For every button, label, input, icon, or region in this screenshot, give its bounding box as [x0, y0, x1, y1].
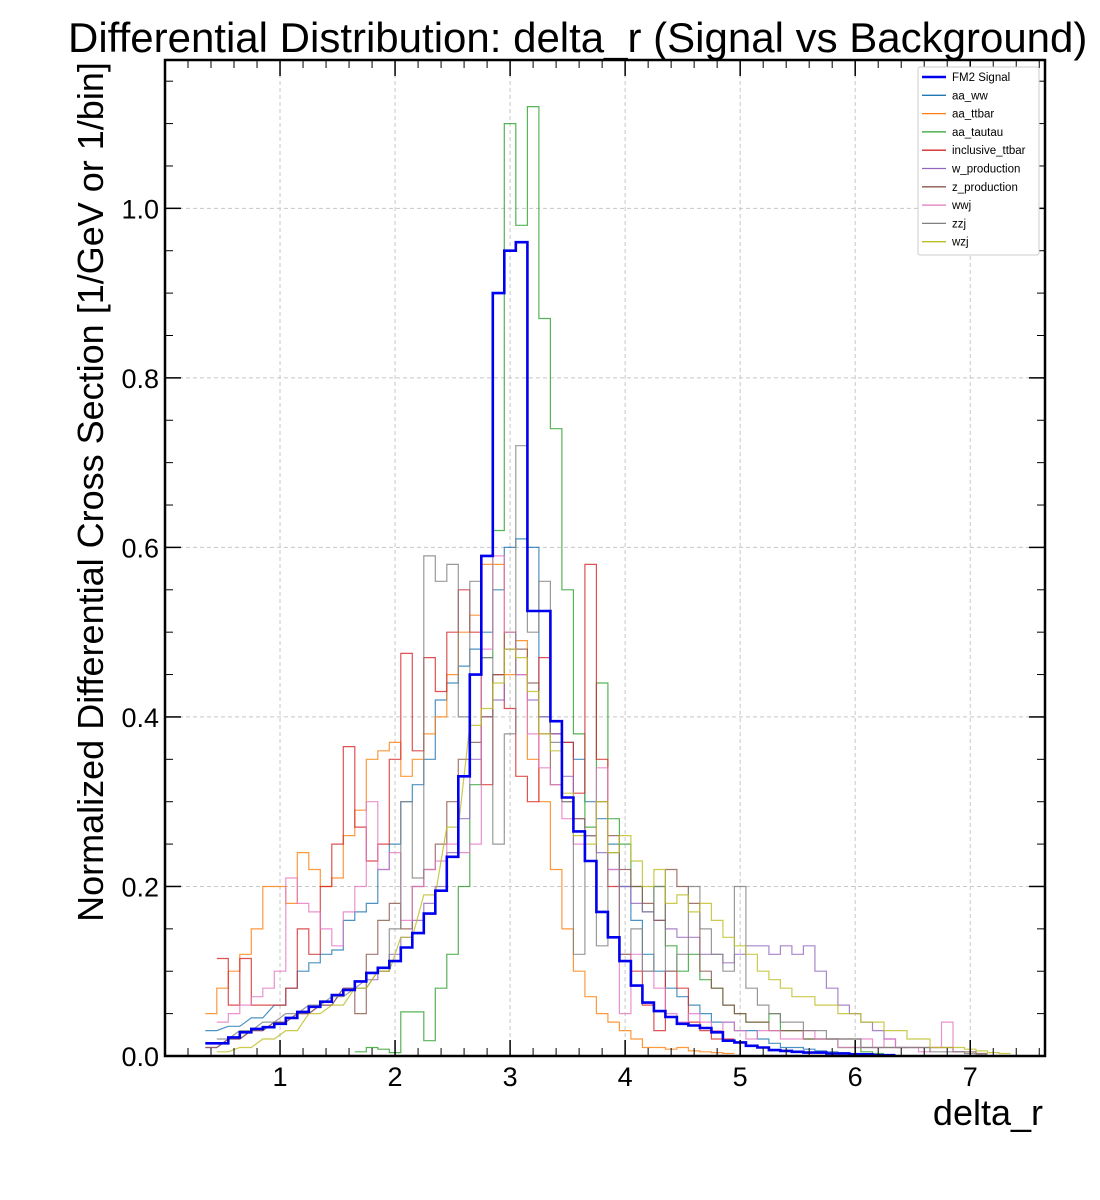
x-tick-label: 2 — [388, 1062, 403, 1092]
series-line-fm2-signal — [205, 240, 896, 1057]
series-line-wzj — [216, 648, 1011, 1055]
x-tick-label: 1 — [273, 1062, 288, 1092]
legend-label-wzj: wzj — [951, 237, 969, 249]
ticks — [165, 60, 1045, 1057]
y-tick-label: 0.4 — [121, 703, 159, 733]
tick-labels: 1 2 3 4 5 6 7 0.0 0.2 0.4 0.6 0.8 1.0 — [121, 194, 977, 1092]
series-group — [205, 106, 1011, 1057]
x-tick-label: 3 — [503, 1062, 518, 1092]
legend: FM2 Signal aa_ww aa_ttbar aa_tautau inclusiv… — [917, 66, 1040, 256]
legend-label-inclusive-ttbar: inclusive_ttbar — [952, 145, 1026, 157]
plot-frame — [163, 58, 1047, 1058]
x-tick-label: 6 — [848, 1062, 863, 1092]
grid — [165, 60, 1045, 1056]
x-tick-label: 7 — [963, 1062, 978, 1092]
legend-label-fm2-signal: FM2 Signal — [952, 72, 1010, 84]
y-tick-label: 1.0 — [121, 194, 159, 224]
y-tick-label: 0.2 — [121, 872, 159, 902]
x-tick-label: 5 — [733, 1062, 748, 1092]
legend-label-w-production: w_production — [951, 164, 1020, 176]
legend-label-wwj: wwj — [951, 200, 971, 212]
legend-box — [917, 66, 1040, 256]
y-tick-label: 0.8 — [121, 364, 159, 394]
y-tick-label: 0.0 — [121, 1042, 159, 1072]
y-axis-label: Normalized Differential Cross Section [1… — [70, 62, 111, 922]
legend-label-z-production: z_production — [952, 182, 1018, 194]
x-axis-label: delta_r — [933, 1092, 1043, 1133]
legend-label-zzj: zzj — [952, 218, 966, 230]
legend-label-aa-ttbar: aa_ttbar — [952, 109, 994, 121]
legend-label-aa-tautau: aa_tautau — [952, 127, 1003, 139]
y-tick-label: 0.6 — [121, 533, 159, 563]
legend-label-aa-ww: aa_ww — [952, 90, 988, 102]
chart-title: Differential Distribution: delta_r (Sign… — [68, 14, 1087, 61]
x-tick-label: 4 — [618, 1062, 633, 1092]
